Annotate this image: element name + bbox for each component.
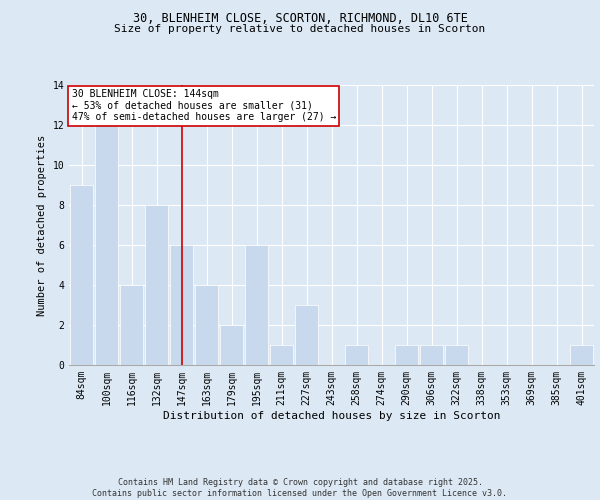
Text: 30 BLENHEIM CLOSE: 144sqm
← 53% of detached houses are smaller (31)
47% of semi-: 30 BLENHEIM CLOSE: 144sqm ← 53% of detac… <box>71 89 336 122</box>
Bar <box>220 325 243 365</box>
X-axis label: Distribution of detached houses by size in Scorton: Distribution of detached houses by size … <box>163 410 500 420</box>
Y-axis label: Number of detached properties: Number of detached properties <box>37 134 47 316</box>
Bar <box>570 345 593 365</box>
Bar <box>170 245 193 365</box>
Bar <box>270 345 293 365</box>
Bar <box>295 305 318 365</box>
Bar <box>195 285 218 365</box>
Bar <box>145 205 168 365</box>
Text: Size of property relative to detached houses in Scorton: Size of property relative to detached ho… <box>115 24 485 34</box>
Bar <box>245 245 268 365</box>
Text: 30, BLENHEIM CLOSE, SCORTON, RICHMOND, DL10 6TE: 30, BLENHEIM CLOSE, SCORTON, RICHMOND, D… <box>133 12 467 26</box>
Bar <box>70 185 93 365</box>
Bar <box>420 345 443 365</box>
Bar <box>95 125 118 365</box>
Text: Contains HM Land Registry data © Crown copyright and database right 2025.
Contai: Contains HM Land Registry data © Crown c… <box>92 478 508 498</box>
Bar <box>345 345 368 365</box>
Bar <box>120 285 143 365</box>
Bar <box>395 345 418 365</box>
Bar <box>445 345 468 365</box>
